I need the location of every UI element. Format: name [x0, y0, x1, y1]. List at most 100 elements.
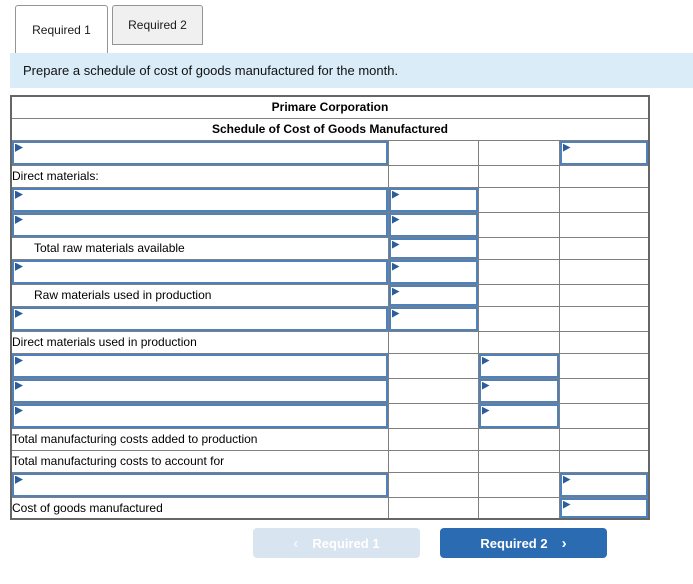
table-cell: [10, 305, 389, 332]
table-cell: [558, 449, 650, 473]
entry-marker-icon: [391, 287, 400, 296]
table-cell: [477, 258, 560, 285]
table-cell: [477, 402, 560, 429]
input-cell[interactable]: [389, 260, 477, 283]
entry-marker-icon: [15, 190, 23, 199]
table-cell: [558, 283, 650, 307]
input-cell[interactable]: [389, 285, 477, 305]
schedule-body: Direct materials: Total raw materials ava…: [10, 139, 650, 520]
input-cell[interactable]: [12, 307, 387, 330]
table-cell: [558, 236, 650, 260]
table-cell: [477, 427, 560, 451]
table-cell: [10, 211, 389, 238]
table-cell: [10, 139, 389, 166]
required-1-button-label: Required 1: [312, 535, 380, 551]
table-cell: [387, 305, 479, 332]
input-cell[interactable]: [12, 213, 387, 236]
tab-required-1[interactable]: Required 1: [15, 5, 108, 53]
table-cell: [387, 236, 479, 260]
table-row: [10, 258, 650, 285]
table-cell: [387, 402, 479, 429]
entry-marker-icon: [391, 262, 400, 271]
table-cell: [10, 186, 389, 213]
input-cell[interactable]: [389, 188, 477, 211]
table-row: [10, 211, 650, 238]
table-cell: [477, 236, 560, 260]
table-cell: [387, 496, 479, 520]
table-cell: [10, 258, 389, 285]
input-cell[interactable]: [12, 141, 387, 164]
input-cell[interactable]: [12, 260, 387, 283]
table-row: [10, 305, 650, 332]
table-row: [10, 402, 650, 429]
input-cell[interactable]: [12, 473, 387, 496]
entry-marker-icon: [15, 309, 23, 318]
input-cell[interactable]: [479, 354, 558, 377]
input-cell[interactable]: [12, 188, 387, 211]
entry-marker-icon: [562, 500, 571, 509]
table-row: Raw materials used in production: [10, 283, 650, 307]
table-row: [10, 186, 650, 213]
chevron-right-icon: ›: [561, 534, 567, 552]
tab-required-2[interactable]: Required 2: [112, 5, 203, 45]
table-cell: [558, 377, 650, 404]
input-cell[interactable]: [12, 354, 387, 377]
table-cell: [558, 427, 650, 451]
required-2-button[interactable]: Required 2 ›: [440, 528, 607, 558]
chevron-left-icon: ‹: [293, 534, 299, 552]
tab-required-2-label: Required 2: [128, 18, 187, 32]
input-cell[interactable]: [12, 379, 387, 402]
table-cell: [477, 352, 560, 379]
entry-marker-icon: [15, 262, 23, 271]
table-cell: [387, 164, 479, 188]
table-cell: [558, 330, 650, 354]
input-cell[interactable]: [479, 404, 558, 427]
table-cell: [387, 330, 479, 354]
input-cell[interactable]: [389, 307, 477, 330]
entry-marker-icon: [391, 240, 400, 249]
table-row: [10, 377, 650, 404]
entry-marker-icon: [15, 215, 23, 224]
row-label: Total manufacturing costs to account for: [10, 449, 389, 473]
input-cell[interactable]: [389, 238, 477, 258]
table-cell: [387, 377, 479, 404]
input-cell[interactable]: [560, 498, 649, 518]
table-cell: [387, 139, 479, 166]
input-cell[interactable]: [560, 141, 649, 164]
entry-marker-icon: [15, 356, 23, 365]
entry-marker-icon: [15, 143, 23, 152]
table-row: [10, 471, 650, 498]
table-cell: [558, 471, 650, 498]
input-cell[interactable]: [389, 213, 477, 236]
table-row: Direct materials used in production: [10, 330, 650, 354]
table-cell: [558, 258, 650, 285]
entry-marker-icon: [481, 406, 490, 415]
table-cell: [10, 471, 389, 498]
required-2-button-label: Required 2: [480, 535, 548, 551]
entry-marker-icon: [391, 215, 400, 224]
table-cell: [558, 164, 650, 188]
schedule-title-header: Schedule of Cost of Goods Manufactured: [10, 117, 650, 141]
entry-marker-icon: [391, 309, 400, 318]
tab-required-1-label: Required 1: [32, 22, 91, 37]
input-cell[interactable]: [560, 473, 649, 496]
table-row: [10, 139, 650, 166]
table-cell: [558, 402, 650, 429]
input-cell[interactable]: [479, 379, 558, 402]
table-cell: [558, 305, 650, 332]
table-row: Cost of goods manufactured: [10, 496, 650, 520]
table-cell: [387, 186, 479, 213]
row-label: Direct materials used in production: [10, 330, 389, 354]
company-name-header: Primare Corporation: [10, 95, 650, 119]
table-cell: [477, 330, 560, 354]
entry-marker-icon: [15, 381, 23, 390]
row-label: Cost of goods manufactured: [10, 496, 389, 520]
table-cell: [477, 471, 560, 498]
input-cell[interactable]: [12, 404, 387, 427]
table-cell: [477, 186, 560, 213]
instruction-bar: Prepare a schedule of cost of goods manu…: [10, 53, 693, 88]
table-cell: [477, 449, 560, 473]
required-1-button[interactable]: ‹ Required 1: [253, 528, 420, 558]
table-row: Total raw materials available: [10, 236, 650, 260]
